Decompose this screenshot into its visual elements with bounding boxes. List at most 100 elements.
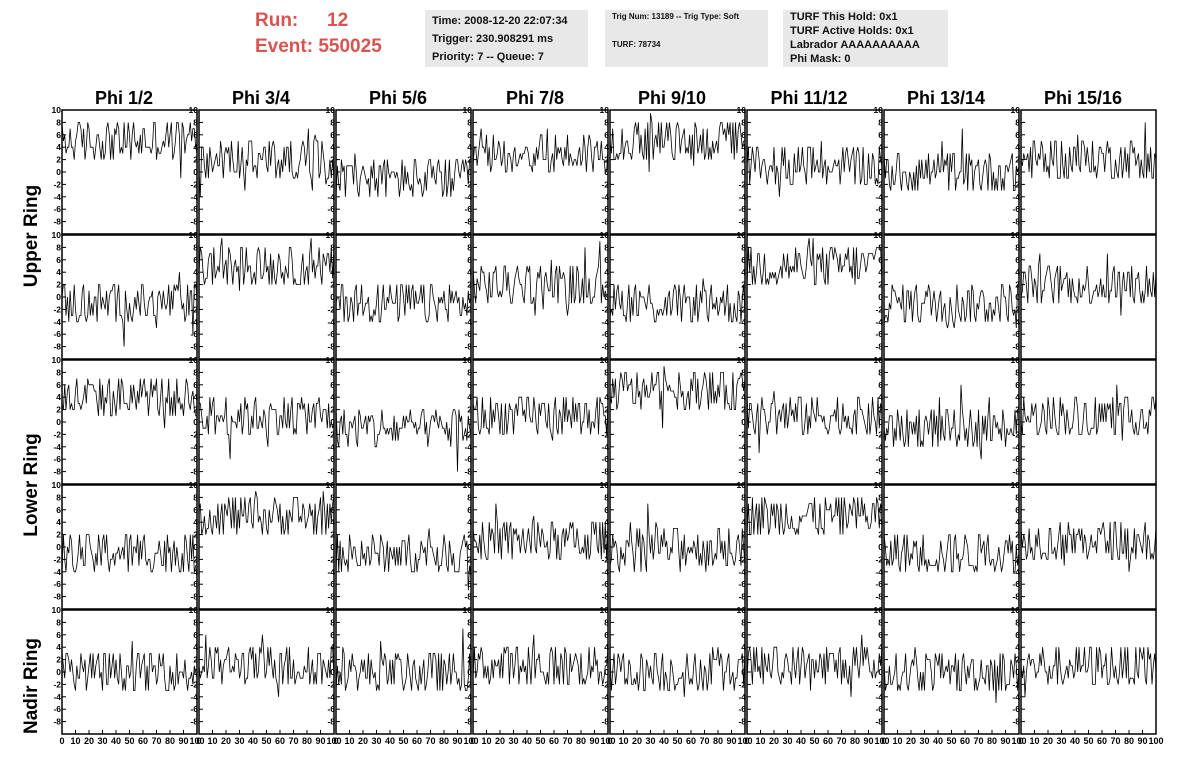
y-tick-label: -2: [53, 304, 61, 314]
y-tick-label: -8: [327, 592, 335, 602]
y-tick-label: -2: [1012, 179, 1020, 189]
column-label-phi-1-2: Phi 1/2: [94, 88, 154, 108]
panel-r1-c6: -8 -6 -4 -2 0 2 4 6 8 10: [874, 230, 1020, 360]
y-tick-label: -8: [53, 217, 61, 227]
y-tick-label: 4: [1015, 267, 1020, 277]
y-tick-label: 8: [330, 242, 335, 252]
x-tick-label: 100: [326, 736, 341, 746]
y-tick-label: 8: [741, 367, 746, 377]
y-tick-label: -6: [875, 454, 883, 464]
x-tick-label: 20: [632, 736, 642, 746]
waveform-line: [198, 238, 335, 291]
y-tick-label: 2: [878, 530, 883, 540]
y-tick-label: -8: [1012, 217, 1020, 227]
y-tick-label: 4: [604, 267, 609, 277]
waveform-line: [1020, 122, 1157, 179]
y-tick-label: -4: [601, 192, 609, 202]
y-tick-label: 0: [1015, 292, 1020, 302]
y-tick-label: 10: [52, 480, 62, 490]
y-tick-label: 2: [1015, 155, 1020, 165]
x-tick-label: 30: [508, 736, 518, 746]
y-tick-label: 2: [604, 405, 609, 415]
waveform-line: [1020, 646, 1157, 697]
y-tick-label: 2: [1015, 405, 1020, 415]
y-tick-label: 10: [1011, 605, 1021, 615]
y-tick-label: -4: [464, 442, 472, 452]
y-tick-label: -6: [1012, 454, 1020, 464]
waveform-line: [198, 634, 335, 697]
y-tick-label: 2: [604, 530, 609, 540]
y-tick-label: 0: [330, 667, 335, 677]
y-tick-label: -8: [190, 717, 198, 727]
panel-frame: [61, 609, 198, 735]
y-tick-label: 0: [330, 417, 335, 427]
waveform-line: [472, 396, 609, 441]
y-tick-label: -8: [1012, 342, 1020, 352]
y-tick-label: 2: [467, 280, 472, 290]
y-tick-label: 2: [467, 530, 472, 540]
y-tick-label: -6: [738, 329, 746, 339]
y-tick-label: -2: [327, 679, 335, 689]
y-tick-label: 10: [463, 230, 473, 240]
y-tick-label: -8: [738, 217, 746, 227]
column-label-phi-5-6: Phi 5/6: [368, 88, 428, 108]
y-tick-label: -6: [875, 204, 883, 214]
x-tick-label: 100: [1011, 736, 1026, 746]
y-tick-label: -4: [190, 692, 198, 702]
y-tick-label: -2: [875, 679, 883, 689]
y-tick-label: -2: [464, 304, 472, 314]
y-tick-label: -6: [738, 579, 746, 589]
y-tick-label: -2: [53, 429, 61, 439]
y-tick-label: 0: [193, 167, 198, 177]
y-tick-label: -6: [327, 454, 335, 464]
event-value: 550025: [318, 36, 382, 57]
y-tick-label: 10: [874, 480, 884, 490]
panel-frame: [746, 234, 883, 360]
y-tick-label: 0: [56, 292, 61, 302]
y-tick-label: -4: [464, 317, 472, 327]
y-tick-label: -6: [875, 704, 883, 714]
y-tick-label: -4: [53, 192, 61, 202]
y-tick-label: 10: [1011, 105, 1021, 115]
y-tick-label: -8: [190, 217, 198, 227]
y-tick-label: 8: [1015, 367, 1020, 377]
y-tick-label: -4: [464, 567, 472, 577]
y-tick-label: -2: [601, 179, 609, 189]
y-tick-label: 10: [1011, 230, 1021, 240]
y-tick-label: -2: [875, 429, 883, 439]
y-tick-label: 0: [878, 667, 883, 677]
y-tick-label: 8: [1015, 492, 1020, 502]
y-tick-label: 4: [193, 392, 198, 402]
y-tick-label: 10: [463, 355, 473, 365]
x-tick-label: 40: [796, 736, 806, 746]
x-tick-label: 20: [906, 736, 916, 746]
y-tick-label: -2: [327, 179, 335, 189]
column-label-phi-7-8: Phi 7/8: [505, 88, 565, 108]
x-tick-label: 40: [385, 736, 395, 746]
waveform-line: [746, 140, 883, 197]
y-tick-label: 8: [330, 117, 335, 127]
y-tick-label: -2: [875, 179, 883, 189]
y-tick-label: -8: [738, 467, 746, 477]
y-tick-label: 2: [193, 405, 198, 415]
x-tick-label: 10: [892, 736, 902, 746]
column-label-phi-13-14: Phi 13/14: [906, 88, 986, 108]
y-tick-label: -6: [464, 204, 472, 214]
y-tick-label: 6: [604, 130, 609, 140]
y-tick-label: -4: [53, 567, 61, 577]
y-tick-label: 10: [463, 105, 473, 115]
y-tick-label: 4: [604, 392, 609, 402]
y-tick-label: -2: [1012, 554, 1020, 564]
y-tick-label: 8: [56, 117, 61, 127]
panel-r2-c6: -8 -6 -4 -2 0 2 4 6 8 10: [874, 355, 1020, 485]
y-tick-label: 4: [56, 392, 61, 402]
y-tick-label: 2: [741, 155, 746, 165]
y-tick-label: -6: [327, 329, 335, 339]
y-tick-label: 8: [878, 367, 883, 377]
x-tick-label: 50: [535, 736, 545, 746]
waveform-line: [335, 153, 471, 197]
y-tick-label: -4: [1012, 692, 1020, 702]
y-tick-label: 8: [604, 367, 609, 377]
x-tick-label: 10: [344, 736, 354, 746]
